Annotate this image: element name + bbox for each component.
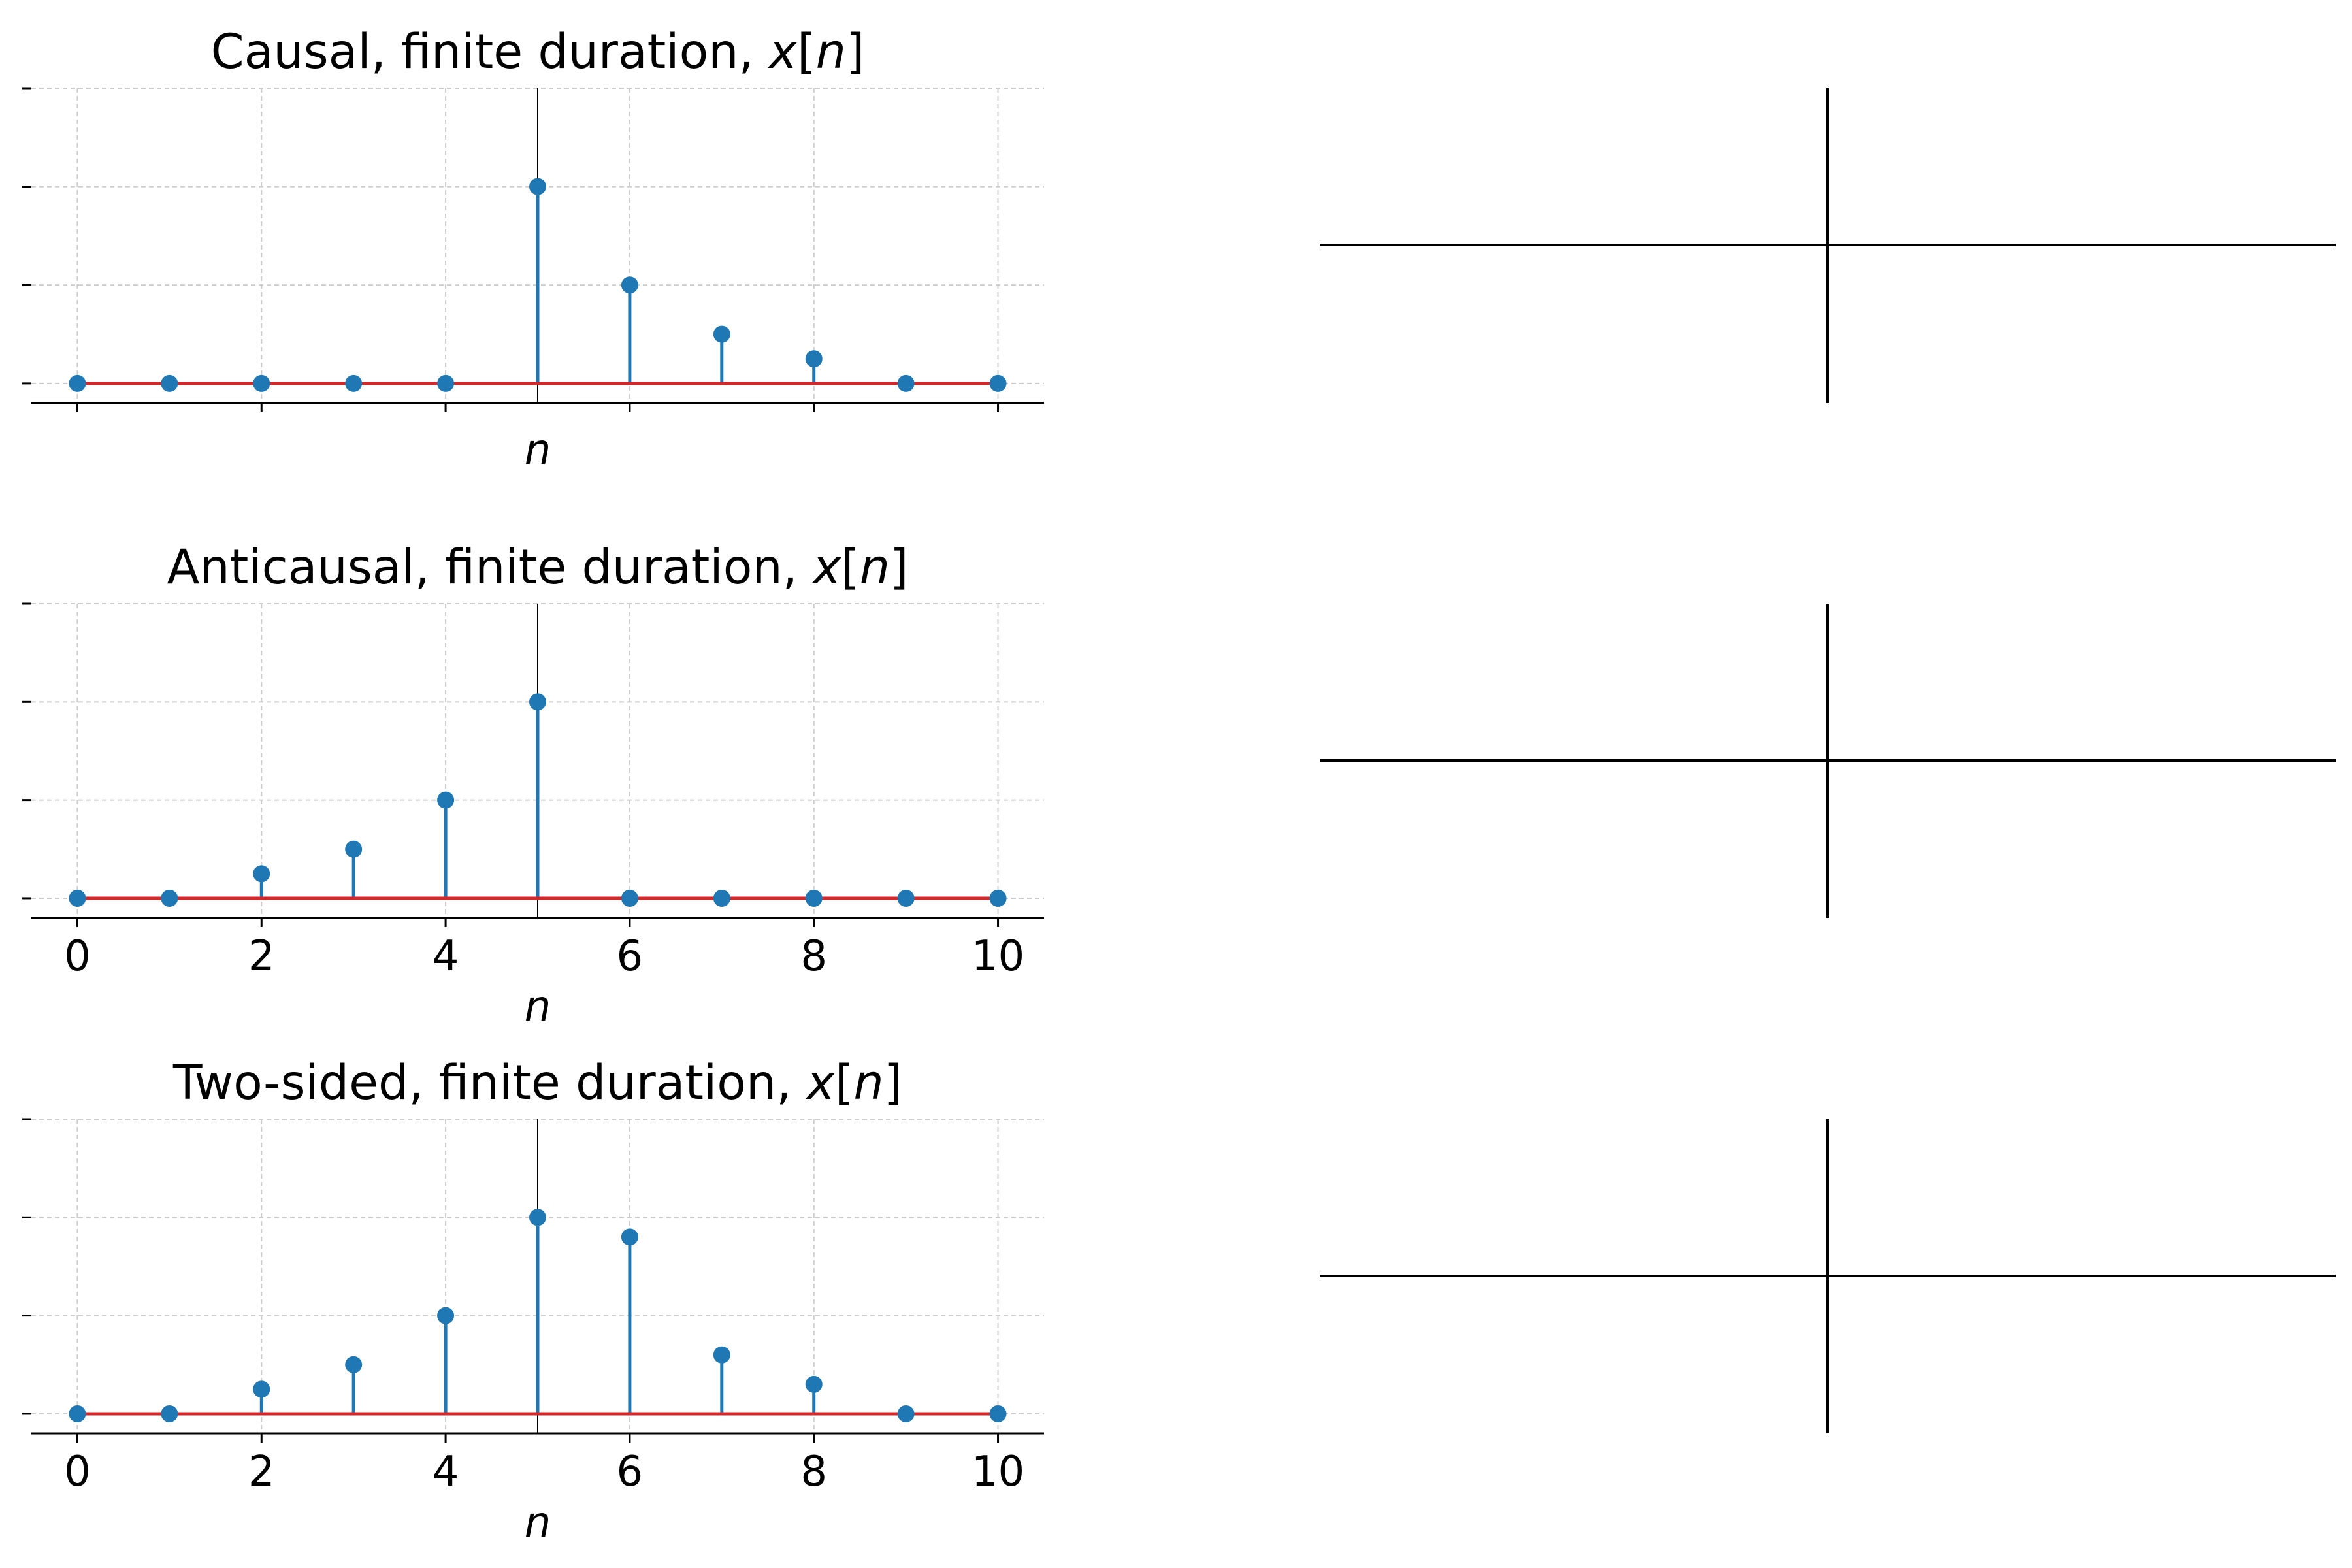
x-tick-label: 2: [248, 1448, 275, 1496]
stem-marks: [22, 87, 1044, 412]
x-tick-label: 6: [617, 932, 644, 981]
stem-marker: [897, 374, 915, 392]
stem-marker: [529, 178, 546, 195]
stem-marker: [345, 1356, 363, 1373]
x-tick-label: 8: [800, 932, 827, 981]
stem-marker: [621, 1228, 638, 1246]
stem-marker: [437, 791, 455, 809]
cross-axes-2: [1320, 604, 2336, 918]
stem-marker: [345, 374, 363, 392]
stem-marker: [989, 889, 1007, 907]
stem-marker: [805, 889, 823, 907]
stem-marks: 0 2 4 6 8 10: [22, 602, 1044, 981]
stem-marker: [69, 374, 86, 392]
plot-title: Anticausal, finite duration, x[n]: [167, 540, 908, 595]
stem-marker: [69, 1405, 86, 1422]
x-tick-label: 4: [433, 1448, 459, 1496]
x-axis-label: n: [525, 983, 551, 1031]
stem-marker: [161, 374, 178, 392]
x-tick-label: 0: [64, 1448, 91, 1496]
stem-marker: [713, 1346, 730, 1364]
cross-axes-1: [1320, 88, 2336, 403]
stem-plot-causal: Causal, finite duration, x[n] n: [22, 24, 1044, 474]
stem-marker: [713, 325, 730, 343]
stem-plot-anticausal: 0 2 4 6 8 10 Anticausal, finite duration, x[n…: [22, 540, 1044, 1031]
stem-marker: [253, 374, 270, 392]
stem-marker: [989, 374, 1007, 392]
stem-marker: [713, 889, 730, 907]
plot-title: Two-sided, finite duration, x[n]: [172, 1055, 902, 1111]
stem-marker: [161, 1405, 178, 1422]
x-axis-label: n: [525, 1499, 551, 1547]
stem-marker: [989, 1405, 1007, 1422]
stem-marker: [805, 350, 823, 368]
stem-marker: [437, 374, 455, 392]
x-axis-label: n: [525, 426, 551, 474]
x-tick-label: 10: [972, 1448, 1024, 1496]
x-tick-label: 2: [248, 932, 275, 981]
stem-marker: [529, 1209, 546, 1226]
stem-marker: [253, 865, 270, 883]
stem-marker: [805, 1375, 823, 1393]
cross-axes-3: [1320, 1119, 2336, 1433]
stem-marker: [69, 889, 86, 907]
stem-marker: [621, 889, 638, 907]
stem-plot-two-sided: 0 2 4 6 8 10 Two-sided, finite duration, x[n]…: [22, 1055, 1044, 1547]
x-tick-label: 6: [617, 1448, 644, 1496]
stem-marker: [161, 889, 178, 907]
stem-marker: [621, 276, 638, 294]
x-tick-label: 4: [433, 932, 459, 981]
stem-marker: [897, 1405, 915, 1422]
stem-marker: [253, 1380, 270, 1398]
stem-marker: [345, 840, 363, 858]
x-tick-label: 8: [800, 1448, 827, 1496]
stem-marker: [529, 693, 546, 711]
stem-marker: [897, 889, 915, 907]
x-tick-label: 0: [64, 932, 91, 981]
plot-title: Causal, finite duration, x[n]: [211, 24, 865, 80]
stem-marker: [437, 1307, 455, 1324]
x-tick-label: 10: [972, 932, 1024, 981]
stem-marks: 0 2 4 6 8 10: [22, 1118, 1044, 1496]
